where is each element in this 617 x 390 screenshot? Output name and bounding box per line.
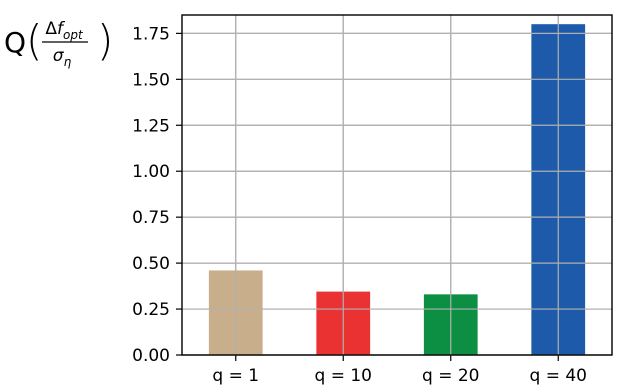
- y-axis-label-open-paren: (: [26, 16, 42, 65]
- x-tick-label: q = 10: [315, 366, 372, 386]
- y-tick-label: 1.00: [132, 162, 170, 182]
- numerator-symbol: Δ: [45, 19, 57, 39]
- plot-frame: [181, 14, 613, 356]
- x-tick-labels: q = 1 q = 10 q = 20 q = 40: [212, 366, 587, 386]
- y-tick-label: 0.25: [132, 300, 170, 320]
- y-tick-label: 1.75: [132, 24, 170, 44]
- denominator-subscript: η: [64, 55, 72, 69]
- y-tick-label: 0.75: [132, 208, 170, 228]
- y-axis-label-denominator: ση: [53, 46, 72, 69]
- x-tick-label: q = 40: [530, 366, 587, 386]
- axes: [176, 14, 613, 361]
- numerator-subscript: opt: [63, 28, 84, 42]
- y-axis-label-prefix: Q: [4, 26, 26, 59]
- y-tick-label: 1.25: [132, 116, 170, 136]
- y-tick-label: 0.00: [132, 346, 170, 366]
- y-tick-labels: 0.00 0.25 0.50 0.75 1.00 1.25 1.50 1.75: [132, 24, 170, 366]
- numerator-variable: f: [57, 19, 66, 39]
- x-tick-label: q = 1: [212, 366, 259, 386]
- y-axis-label-close-paren: ): [97, 16, 113, 65]
- denominator-variable: σ: [53, 46, 65, 66]
- y-axis-label: Q ( Δfopt ση ): [4, 16, 113, 69]
- y-tick-label: 0.50: [132, 254, 170, 274]
- x-tick-label: q = 20: [422, 366, 479, 386]
- y-axis-label-numerator: Δfopt: [45, 19, 84, 42]
- bars: [208, 24, 586, 356]
- y-tick-label: 1.50: [132, 70, 170, 90]
